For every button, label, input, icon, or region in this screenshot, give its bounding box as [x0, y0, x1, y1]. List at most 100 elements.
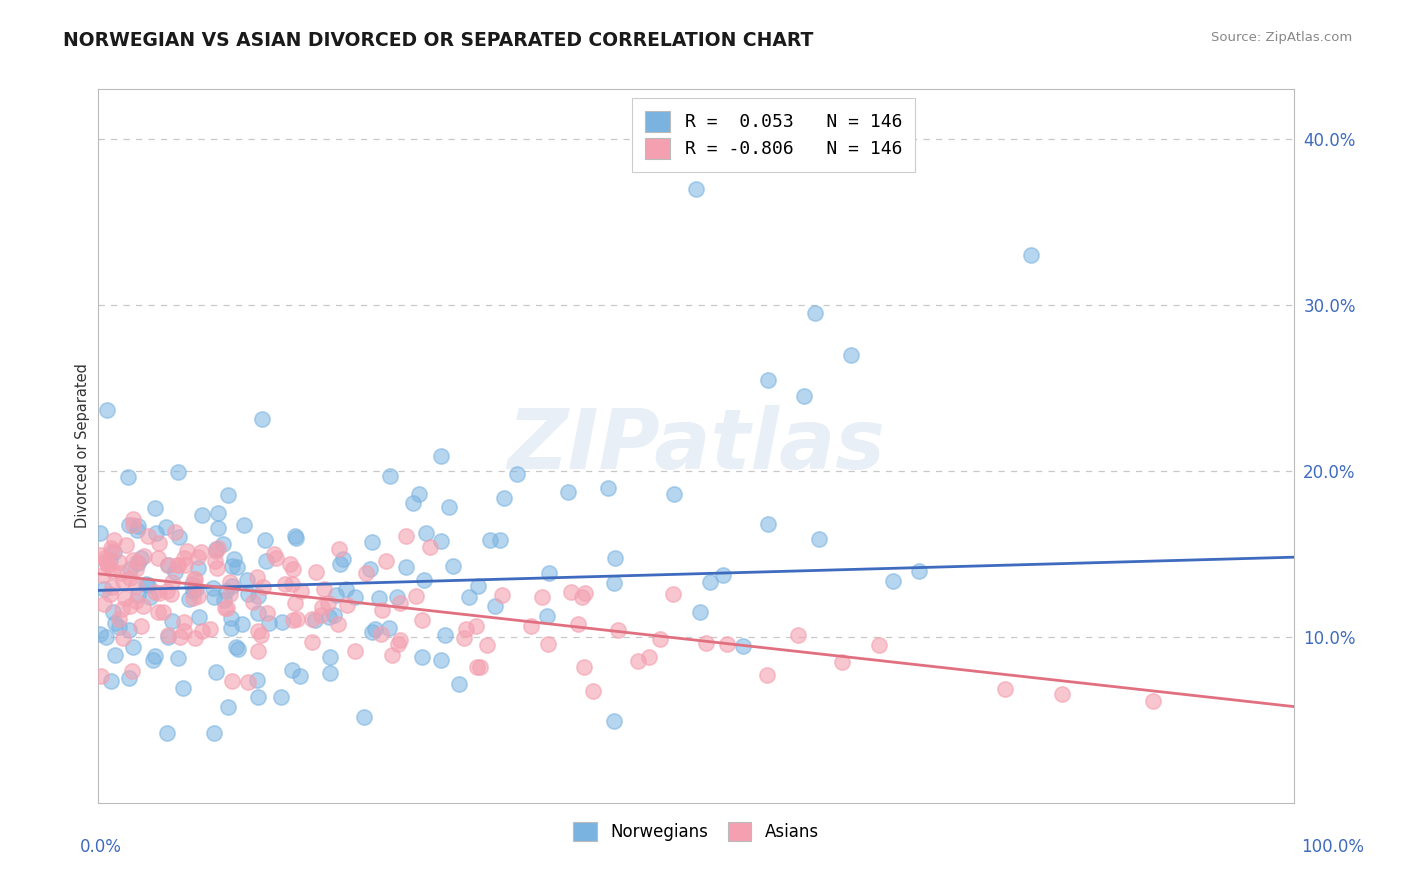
Point [146, 605, 169, 619]
Point [378, 469, 401, 483]
Point [214, 600, 236, 615]
Point [537, 566, 560, 581]
Point [571, 591, 593, 605]
Point [118, 624, 141, 638]
Point [520, 619, 543, 633]
Point [115, 537, 138, 551]
Point [402, 496, 425, 510]
Point [318, 650, 340, 665]
Point [247, 624, 270, 638]
Point [263, 547, 285, 561]
Point [405, 589, 427, 603]
Point [841, 348, 863, 362]
Point [360, 535, 382, 549]
Point [318, 609, 340, 624]
Point [139, 591, 162, 605]
Point [627, 654, 650, 668]
Point [387, 637, 409, 651]
Point [711, 568, 734, 582]
Point [699, 574, 721, 589]
Point [454, 622, 477, 636]
Point [868, 638, 890, 652]
Point [186, 582, 208, 596]
Point [111, 574, 134, 588]
Point [98, 587, 121, 601]
Point [108, 555, 131, 569]
Point [367, 591, 389, 605]
Point [183, 572, 205, 586]
Point [236, 587, 259, 601]
Point [212, 592, 235, 607]
Point [733, 640, 755, 654]
Point [127, 556, 149, 570]
Point [98, 553, 121, 567]
Point [254, 554, 277, 568]
Point [284, 529, 307, 543]
Point [97, 558, 120, 572]
Point [89, 626, 111, 640]
Point [246, 606, 269, 620]
Point [246, 643, 269, 657]
Point [184, 631, 207, 645]
Point [689, 606, 711, 620]
Point [204, 665, 226, 680]
Point [325, 589, 347, 603]
Point [176, 543, 198, 558]
Point [250, 412, 273, 426]
Point [238, 675, 260, 690]
Point [219, 611, 242, 625]
Point [207, 541, 229, 556]
Point [804, 306, 827, 320]
Point [163, 524, 186, 539]
Point [101, 564, 124, 578]
Point [108, 612, 131, 626]
Point [1050, 687, 1073, 701]
Text: NORWEGIAN VS ASIAN DIVORCED OR SEPARATED CORRELATION CHART: NORWEGIAN VS ASIAN DIVORCED OR SEPARATED… [63, 31, 814, 50]
Point [127, 587, 149, 601]
Point [146, 550, 169, 565]
Point [259, 615, 281, 630]
Point [217, 488, 239, 502]
Point [430, 533, 453, 548]
Point [155, 583, 177, 598]
Point [202, 581, 225, 595]
Point [143, 648, 166, 663]
Point [142, 653, 165, 667]
Point [284, 596, 307, 610]
Point [994, 681, 1017, 696]
Point [207, 561, 229, 575]
Point [537, 637, 560, 651]
Point [256, 606, 278, 620]
Point [181, 591, 204, 606]
Point [118, 671, 141, 685]
Point [145, 525, 167, 540]
Point [145, 585, 167, 599]
Point [190, 545, 212, 559]
Point [111, 602, 134, 616]
Point [411, 649, 433, 664]
Point [121, 553, 143, 567]
Point [359, 562, 381, 576]
Point [226, 642, 249, 657]
Point [381, 648, 404, 662]
Point [370, 627, 392, 641]
Point [756, 668, 779, 682]
Point [385, 590, 408, 604]
Point [103, 615, 125, 630]
Point [90, 669, 112, 683]
Point [695, 636, 717, 650]
Point [605, 551, 627, 566]
Point [93, 568, 115, 582]
Point [114, 591, 136, 605]
Point [219, 621, 242, 635]
Point [494, 491, 516, 506]
Point [167, 650, 190, 665]
Point [156, 558, 179, 573]
Point [236, 573, 259, 587]
Point [125, 594, 148, 608]
Point [184, 573, 207, 587]
Point [353, 710, 375, 724]
Point [364, 623, 387, 637]
Point [157, 630, 180, 644]
Point [264, 550, 287, 565]
